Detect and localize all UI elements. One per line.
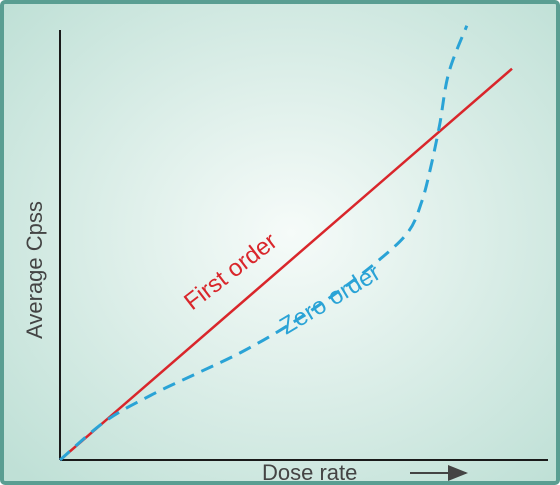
series-line-first-order [59, 67, 513, 461]
x-axis-label: Dose rate [262, 460, 357, 485]
series-line-zero-order [59, 25, 469, 462]
y-axis-label: Average Cpss [22, 201, 47, 339]
